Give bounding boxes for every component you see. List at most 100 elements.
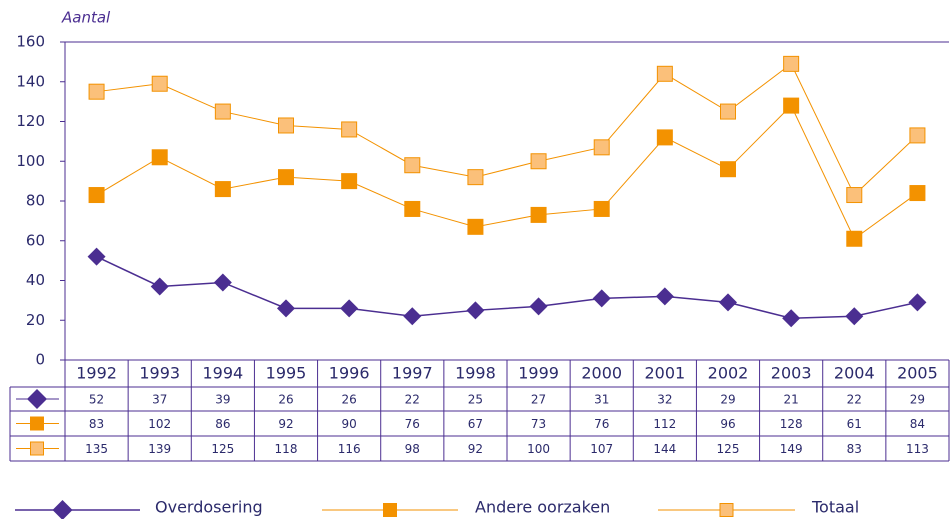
marker [719,503,734,517]
y-tick-label: 80 [26,192,45,210]
table-cell: 52 [89,393,104,407]
marker [467,169,484,186]
marker [909,127,926,144]
table-cell: 149 [780,442,803,456]
marker [88,187,105,204]
marker [592,289,611,308]
table-cell: 86 [215,417,230,431]
marker [52,500,73,519]
marker [719,293,737,312]
series-line [96,104,918,240]
marker [87,247,106,266]
y-tick-label: 0 [35,351,45,369]
legend-label: Overdosering [155,498,263,517]
table-cell: 73 [531,417,546,431]
marker [88,83,105,100]
x-tick-label: 1996 [329,364,370,383]
marker [340,299,359,318]
table-cell: 144 [653,442,676,456]
x-tick-label: 2003 [771,364,812,383]
y-tick-label: 120 [16,112,45,130]
legend-label: Totaal [811,498,859,517]
marker [278,117,294,134]
table-cell: 92 [468,442,483,456]
marker [908,293,927,312]
marker [150,277,169,296]
table-cell: 113 [906,442,929,456]
marker [467,218,484,235]
table-cell: 139 [148,442,171,456]
table-cell: 76 [594,417,609,431]
marker [720,103,736,120]
table-cell: 39 [215,393,230,407]
x-tick-label: 2000 [581,364,622,383]
table-cell: 107 [590,442,613,456]
table-cell: 67 [468,417,483,431]
table-cell: 27 [531,393,546,407]
marker [383,503,397,517]
table-cell: 83 [89,417,104,431]
table-cell: 98 [405,442,420,456]
marker [403,307,422,326]
table-cell: 100 [527,442,550,456]
marker [529,297,548,316]
table-cell: 118 [275,442,298,456]
y-tick-label: 100 [16,152,45,170]
marker [341,121,358,138]
marker [846,230,863,247]
series-line [96,63,918,196]
table-cell: 125 [211,442,234,456]
table-cell: 102 [148,417,171,431]
table-cell: 83 [847,442,862,456]
marker [656,65,673,82]
table-cell: 29 [910,393,925,407]
table-cell: 22 [405,393,420,407]
marker [30,416,44,431]
y-tick-label: 60 [26,231,45,249]
marker [720,161,736,178]
y-axis-label: Aantal [61,9,111,27]
marker [909,185,926,202]
marker [404,200,421,217]
table-cell: 96 [720,417,735,431]
table-cell: 92 [278,417,293,431]
table-cell: 112 [653,417,676,431]
x-tick-label: 1992 [76,364,117,383]
marker [783,97,800,114]
marker [593,200,610,217]
x-tick-label: 1998 [455,364,496,383]
table-cell: 116 [338,442,361,456]
table-cell: 26 [342,393,357,407]
marker [151,75,168,92]
table-cell: 37 [152,393,167,407]
table-cell: 26 [278,393,293,407]
x-tick-label: 2001 [644,364,685,383]
table-cell: 128 [780,417,803,431]
marker [655,287,674,306]
marker [151,149,168,166]
y-tick-label: 160 [16,33,45,51]
table-cell: 32 [657,393,672,407]
x-tick-label: 1999 [518,364,559,383]
table-cell: 22 [847,393,862,407]
legend-label: Andere oorzaken [475,498,610,517]
x-tick-label: 1993 [139,364,180,383]
table-cell: 21 [784,393,799,407]
marker [783,55,800,72]
marker [530,153,547,170]
marker [593,139,610,156]
table-cell: 25 [468,393,483,407]
marker [404,157,421,174]
marker [846,187,863,204]
marker [30,441,44,456]
marker [278,169,294,186]
marker [214,103,231,120]
table-cell: 76 [405,417,420,431]
x-tick-label: 2002 [708,364,749,383]
table-cell: 125 [717,442,740,456]
marker [782,309,801,328]
table-cell: 29 [720,393,735,407]
marker [656,129,673,146]
marker [27,389,47,409]
